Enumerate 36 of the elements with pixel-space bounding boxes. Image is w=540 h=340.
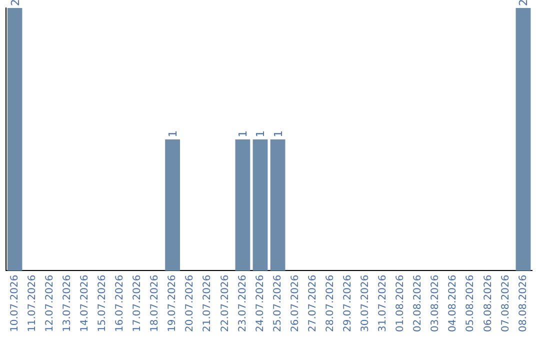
x-tick-label: 26.07.2026 — [290, 274, 301, 332]
x-tick-label: 16.07.2026 — [114, 274, 126, 332]
x-tick-label: 14.07.2026 — [79, 274, 90, 332]
x-tick-label: 21.07.2026 — [202, 274, 214, 332]
x-tick-label: 04.08.2026 — [448, 274, 459, 332]
x-tick-label: 02.08.2026 — [412, 274, 424, 332]
x-tick-label: 03.08.2026 — [430, 274, 442, 332]
x-tick-label: 05.08.2026 — [465, 274, 476, 332]
x-tick-label: 25.07.2026 — [272, 274, 284, 332]
data-label: 1 — [272, 130, 285, 138]
x-tick-label: 13.07.2026 — [62, 274, 73, 332]
x-tick-label: 23.07.2026 — [237, 274, 248, 332]
x-tick-label: 17.07.2026 — [132, 274, 144, 332]
data-label: 1 — [236, 130, 250, 138]
x-tick-label: 22.07.2026 — [220, 274, 231, 332]
x-tick-label: 30.07.2026 — [360, 274, 372, 332]
x-tick-label: 15.07.2026 — [97, 274, 108, 332]
x-tick-label: 01.08.2026 — [395, 274, 406, 332]
data-label: 1 — [254, 130, 268, 138]
data-label: 2 — [517, 0, 530, 6]
x-tick-label: 12.07.2026 — [44, 274, 56, 332]
x-tick-label: 31.07.2026 — [378, 274, 389, 332]
x-tick-label: 07.08.2026 — [500, 274, 512, 332]
x-tick-label: 29.07.2026 — [342, 274, 354, 332]
x-tick-label: 24.07.2026 — [254, 274, 266, 332]
x-tick-label: 19.07.2026 — [167, 274, 178, 332]
x-tick-label: 27.07.2026 — [307, 274, 318, 332]
x-tick-label: 08.08.2026 — [518, 274, 529, 332]
x-tick-label: 28.07.2026 — [324, 274, 336, 332]
data-label: 1 — [166, 130, 180, 138]
x-tick-label: 18.07.2026 — [150, 274, 161, 332]
x-tick-label: 06.08.2026 — [482, 274, 494, 332]
data-label: 2 — [8, 0, 22, 6]
x-tick-label: 11.07.2026 — [26, 274, 38, 332]
x-tick-label: 10.07.2026 — [9, 274, 20, 332]
x-tick-label: 20.07.2026 — [184, 274, 196, 332]
